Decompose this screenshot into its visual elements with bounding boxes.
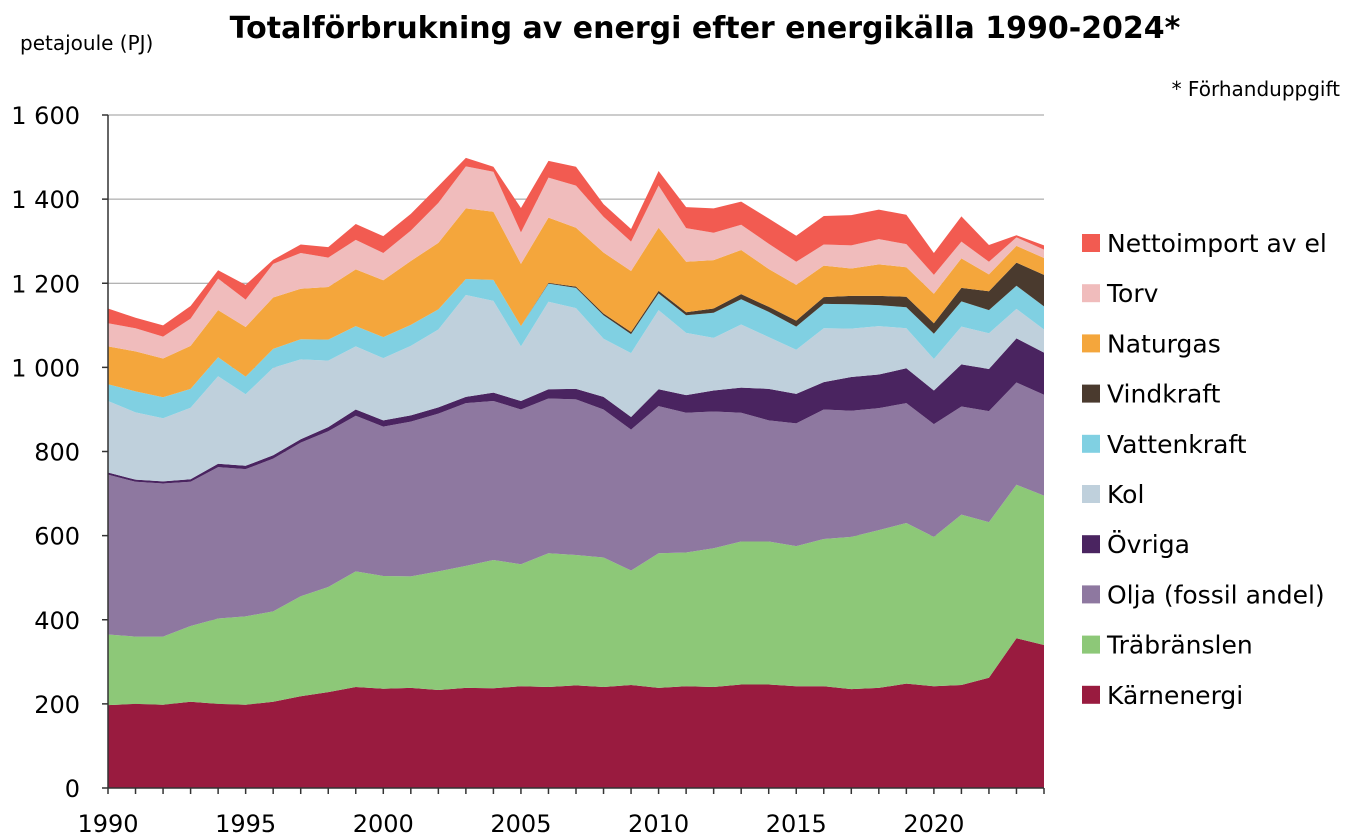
legend-label: Nettoimport av el [1107, 229, 1327, 258]
y-tick-label: 1 400 [11, 186, 80, 214]
area-series-1 [108, 484, 1044, 706]
area-series-layer [108, 157, 1044, 788]
y-tick-label: 1 000 [11, 354, 80, 382]
legend-swatch [1082, 685, 1100, 704]
legend-swatch [1082, 585, 1100, 604]
legend-label: Kol [1107, 480, 1144, 509]
preliminary-note: * Förhanduppgift [1172, 77, 1341, 101]
y-tick-label: 600 [34, 523, 80, 551]
area-series-5 [108, 279, 1044, 419]
legend-swatch [1082, 334, 1100, 353]
x-tick-label: 2000 [353, 810, 414, 838]
legend-swatch [1082, 434, 1100, 453]
y-axis-unit-label: petajoule (PJ) [20, 31, 153, 55]
legend-label: Vindkraft [1107, 380, 1221, 409]
y-tick-label: 1 600 [11, 102, 80, 130]
y-tick-label: 400 [34, 607, 80, 635]
legend-label: Träbränslen [1106, 631, 1253, 660]
legend-label: Naturgas [1107, 329, 1221, 358]
area-series-0 [108, 638, 1044, 788]
area-series-8 [108, 166, 1044, 359]
x-tick-label: 1990 [77, 810, 138, 838]
area-series-7 [108, 208, 1044, 398]
x-tick-label: 2015 [766, 810, 827, 838]
y-tick-label: 1 200 [11, 270, 80, 298]
legend-label: Olja (fossil andel) [1107, 580, 1325, 609]
legend: Nettoimport av el Torv Naturgas Vindkraft Va… [1082, 229, 1327, 710]
y-tick-label: 800 [34, 439, 80, 467]
chart-title: Totalförbrukning av energi efter energik… [230, 11, 1181, 46]
legend-label: Torv [1106, 279, 1159, 308]
legend-swatch [1082, 234, 1100, 252]
axes [102, 114, 1045, 794]
x-tick-label: 1995 [215, 810, 276, 838]
x-tick-labels: 1990 1995 2000 2005 2010 2015 2020 [77, 810, 964, 838]
legend-swatch [1082, 384, 1100, 403]
x-tick-label: 2010 [628, 810, 689, 838]
legend-label: Övriga [1107, 530, 1190, 559]
legend-label: Kärnenergi [1107, 681, 1243, 710]
x-tick-label: 2005 [490, 810, 551, 838]
legend-swatch [1082, 635, 1100, 654]
legend-label: Vattenkraft [1107, 430, 1247, 459]
legend-swatch [1082, 284, 1100, 303]
legend-swatch [1082, 485, 1100, 503]
y-tick-labels: 0 200 400 600 800 1 000 1 200 1 400 1 600 [11, 102, 80, 803]
x-tick-label: 2020 [903, 810, 964, 838]
legend-swatch [1082, 535, 1100, 554]
y-tick-label: 0 [65, 775, 80, 803]
area-series-4 [108, 295, 1044, 482]
area-series-2 [108, 382, 1044, 637]
y-tick-label: 200 [34, 691, 80, 719]
